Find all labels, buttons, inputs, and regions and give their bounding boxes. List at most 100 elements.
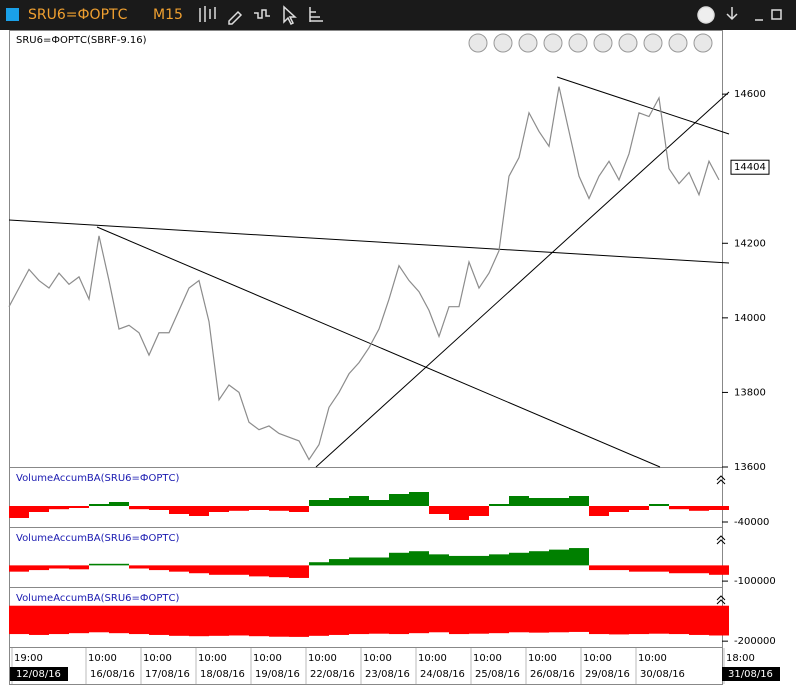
collapse-button[interactable] [716,475,726,485]
nav-button[interactable] [493,33,513,53]
nav-button[interactable] [518,33,538,53]
nav-button[interactable] [643,33,663,53]
nav-button[interactable] [668,33,688,53]
date-label: 29/08/16 [585,669,630,680]
volume-bar [329,559,349,566]
volume-bar [589,506,609,516]
volume-bar [29,506,49,512]
cursor-button[interactable] [283,5,297,26]
time-label: 10:00 [88,653,117,664]
volume-bar [69,506,89,508]
time-label: 19:00 [14,653,43,664]
date-highlight [10,667,68,681]
time-label: 10:00 [253,653,282,664]
volume-bar [109,605,129,634]
time-label: 10:00 [198,653,227,664]
down-button[interactable] [726,7,738,21]
date-highlight [722,667,780,681]
panel-frame [9,647,723,685]
volume-bar [49,605,69,635]
nav-button[interactable] [543,33,563,53]
volume-bar [49,565,69,569]
volume-bar [189,605,209,637]
volume-bar [149,605,169,635]
date-label: 18/08/16 [200,669,245,680]
volume-bar [9,605,29,635]
volume-bar [529,551,549,566]
title-bar [0,0,796,30]
toolbar [199,5,782,26]
candles-button[interactable] [199,6,216,22]
volume-bar [349,496,369,506]
nav-button[interactable] [693,33,713,53]
nav-button[interactable] [568,33,588,53]
volume-bar [249,605,269,637]
volume-bar [509,605,529,633]
trend-line [8,219,730,264]
date-label: 16/08/16 [90,669,135,680]
collapse-button[interactable] [716,595,726,605]
volume-bar [429,554,449,566]
volume-bar [129,605,149,635]
volume-bar [489,605,509,634]
volume-bar [169,565,189,572]
collapse-button[interactable] [716,535,726,545]
timeframe[interactable]: M15 [153,7,183,23]
volume-bar [369,605,389,634]
y-tick-label: 14600 [734,89,766,100]
volume-bar [629,605,649,635]
volume-bar [629,506,649,510]
volume-bar [29,565,49,571]
volume-bar [609,565,629,571]
dollar-button[interactable] [697,6,715,24]
volume-bar [209,565,229,575]
time-label: 10:00 [143,653,172,664]
volume-bar [529,498,549,506]
volume-bar [269,565,289,578]
dynamic: 14404 13600 13800 14000 14200 14600 SRU6=ФОРТС… [8,35,780,684]
maximize-button[interactable] [771,9,782,20]
panel-title: VolumeAccumBA(SRU6=ФОРТС) [16,533,179,544]
volume-bar [669,506,689,510]
scale-button[interactable] [309,7,323,22]
nav-button[interactable] [468,33,488,53]
volume-bar [109,502,129,506]
time-label: 10:00 [583,653,612,664]
time-label: 10:00 [418,653,447,664]
volume-bar [229,565,249,575]
volume-bar [309,562,329,566]
volume-bar [569,605,589,632]
volume-bar [709,605,729,636]
volume-bar [529,605,549,633]
volume-bar [649,605,669,634]
volume-bar [289,506,309,512]
volume-bar [229,506,249,511]
time-label: 10:00 [528,653,557,664]
date-label: 23/08/16 [365,669,410,680]
trend-lines [8,76,730,468]
volume-bar [329,605,349,635]
volume-bar [109,563,129,566]
volume-bar [209,605,229,636]
nav-button[interactable] [618,33,638,53]
indicator-button[interactable] [254,9,270,19]
volume-bar [589,605,609,635]
volume-bar [549,605,569,633]
volume-bar [49,506,69,510]
volume-bar [489,554,509,566]
y-tick-label: -100000 [734,576,776,587]
date-label: 31/08/16 [728,669,773,680]
nav-button[interactable] [593,33,613,53]
volume-bar [509,496,529,506]
volume-bar [269,605,289,637]
volume-bar [309,605,329,636]
window-icon [6,8,19,21]
volume-bar [509,552,529,566]
y-tick-label: -40000 [734,517,769,528]
volume-bar [689,506,709,511]
volume-bar [629,565,649,572]
panel-title: VolumeAccumBA(SRU6=ФОРТС) [16,473,179,484]
draw-button[interactable] [228,10,243,25]
volume-bar [609,605,629,635]
trend-line [96,226,661,468]
